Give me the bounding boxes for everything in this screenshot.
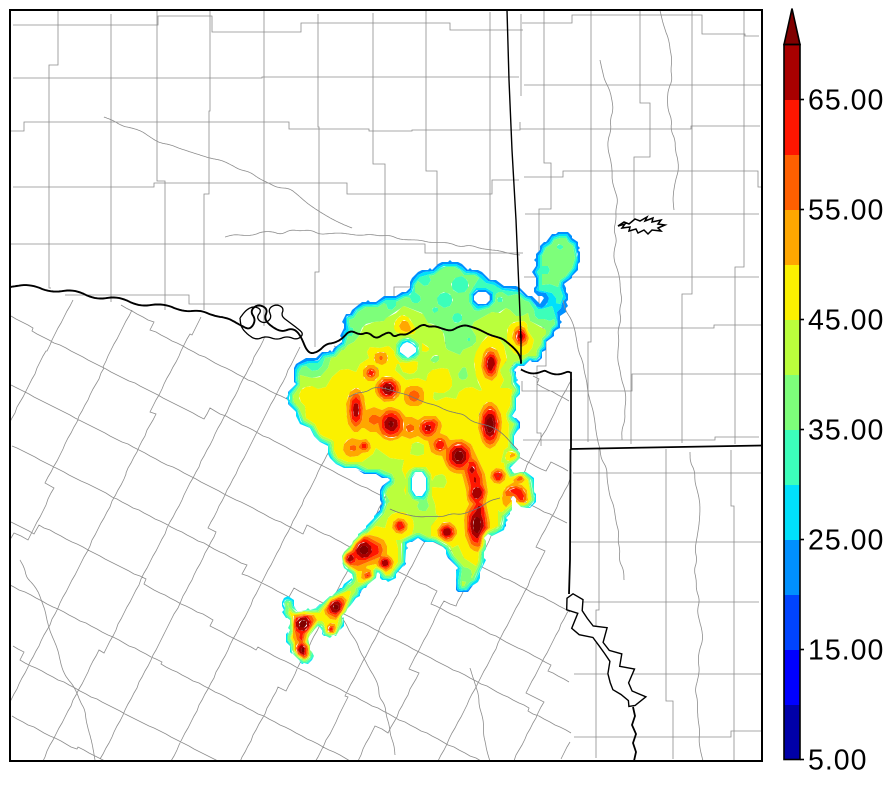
- svg-text:5.00: 5.00: [808, 745, 867, 777]
- svg-text:15.00: 15.00: [808, 635, 884, 667]
- svg-text:35.00: 35.00: [808, 415, 884, 447]
- svg-text:45.00: 45.00: [808, 305, 884, 337]
- svg-text:65.00: 65.00: [808, 85, 884, 117]
- svg-text:55.00: 55.00: [808, 195, 884, 227]
- svg-text:25.00: 25.00: [808, 525, 884, 557]
